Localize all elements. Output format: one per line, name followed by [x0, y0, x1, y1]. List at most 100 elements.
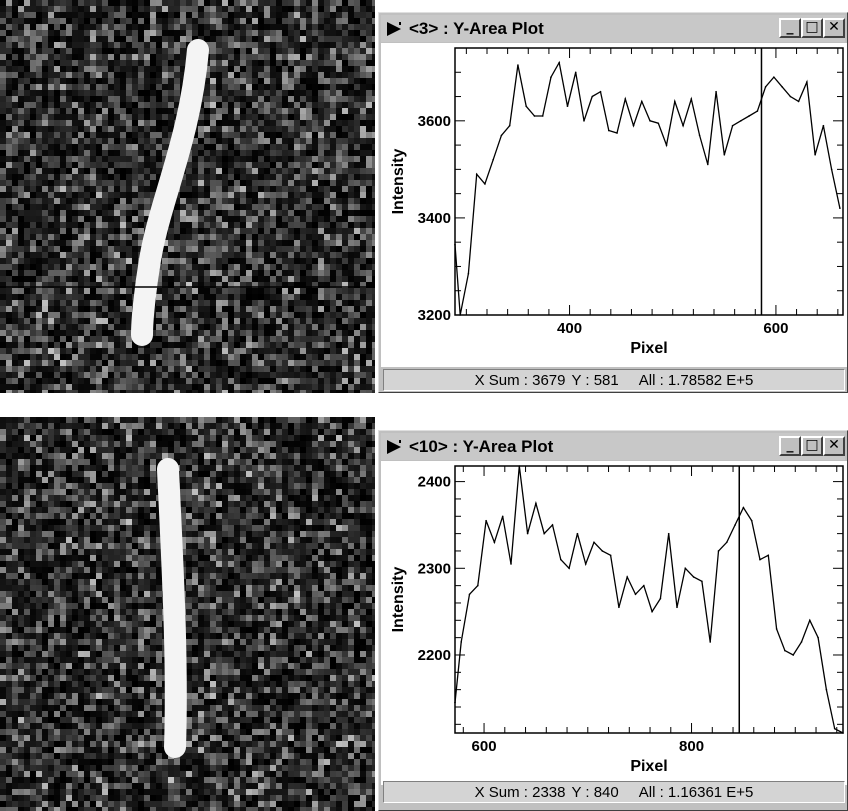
- data-point: [715, 90, 717, 93]
- minimize-button[interactable]: _: [779, 18, 801, 38]
- status-xsum: X Sum : 3679: [474, 371, 566, 389]
- data-point: [698, 134, 701, 137]
- data-point: [775, 628, 778, 630]
- data-point: [632, 124, 635, 127]
- data-point: [659, 597, 662, 600]
- data-point: [609, 554, 612, 557]
- data-point: [454, 701, 456, 704]
- intensity-line-chart[interactable]: 600 800 2200 2300 2400 Pixel Intensity: [381, 461, 847, 785]
- data-point: [709, 641, 712, 643]
- maximize-button[interactable]: □: [801, 436, 823, 456]
- data-point: [797, 100, 800, 103]
- data-point: [640, 100, 643, 103]
- data-point: [759, 558, 761, 561]
- data-point: [682, 124, 684, 127]
- data-point: [830, 168, 833, 171]
- data-point: [558, 61, 561, 64]
- intensity-series-line: [454, 60, 841, 316]
- data-point: [833, 727, 836, 730]
- status-xsum: X Sum : 2338: [474, 783, 566, 801]
- plot-area[interactable]: 400 600 3200 3400 3600 Pixel Intensity: [381, 43, 847, 367]
- data-point: [618, 606, 620, 609]
- data-point: [726, 541, 728, 544]
- x-axis-label: Pixel: [630, 340, 667, 357]
- data-point: [673, 100, 676, 103]
- data-point: [583, 120, 585, 122]
- data-point: [657, 122, 660, 125]
- plot-window-icon[interactable]: [383, 18, 405, 40]
- data-point: [526, 532, 529, 535]
- title-bar[interactable]: <10> : Y-Area Plot _ □ ✕: [381, 433, 845, 460]
- title-bar[interactable]: <3> : Y-Area Plot _ □ ✕: [381, 15, 845, 42]
- data-point: [839, 207, 841, 209]
- x-tick-label: 800: [679, 738, 704, 755]
- data-point: [593, 541, 595, 544]
- data-point: [767, 554, 770, 557]
- window-title: <10> : Y-Area Plot: [409, 436, 554, 456]
- data-point: [809, 619, 811, 622]
- data-point: [566, 105, 569, 108]
- data-point: [510, 563, 512, 565]
- intensity-image-top: [0, 0, 375, 393]
- status-all: All : 1.78582 E+5: [638, 371, 754, 389]
- data-point: [723, 154, 726, 156]
- y-tick-label: 3200: [418, 307, 451, 324]
- data-point: [676, 606, 678, 609]
- data-point: [508, 124, 511, 127]
- data-point: [550, 76, 552, 78]
- data-point: [584, 563, 587, 565]
- close-button[interactable]: ✕: [823, 18, 845, 38]
- data-point: [806, 81, 808, 83]
- x-tick-label: 600: [472, 738, 497, 755]
- bright-streak: [157, 458, 187, 758]
- x-tick-label: 400: [557, 320, 582, 337]
- y-tick-label: 3600: [418, 113, 451, 130]
- data-point: [568, 567, 570, 570]
- data-point: [535, 502, 537, 505]
- data-point: [525, 105, 528, 108]
- y-tick-label: 2300: [418, 560, 451, 577]
- data-point: [643, 584, 645, 587]
- data-point: [817, 636, 819, 639]
- data-point: [616, 132, 618, 134]
- status-bar: X Sum : 3679 Y : 581 All : 1.78582 E+5: [383, 369, 845, 391]
- data-point: [607, 129, 610, 132]
- minimize-button[interactable]: _: [779, 436, 801, 456]
- data-point: [468, 593, 471, 596]
- data-point: [591, 95, 594, 98]
- y-area-plot-window-top: <3> : Y-Area Plot _ □ ✕ 400 600 3200 3400 36…: [378, 12, 848, 393]
- data-point: [475, 173, 478, 176]
- data-point: [634, 593, 637, 596]
- data-point: [781, 86, 783, 88]
- data-point: [690, 98, 693, 100]
- y-axis-label: Intensity: [390, 567, 407, 633]
- data-point: [533, 115, 536, 117]
- data-point: [460, 641, 463, 643]
- data-point: [789, 95, 792, 98]
- y-tick-label: 3400: [418, 210, 451, 227]
- data-point: [651, 610, 653, 613]
- data-point: [731, 124, 734, 127]
- intensity-image-bottom: [0, 417, 375, 811]
- data-point: [477, 584, 479, 587]
- data-point: [541, 115, 544, 117]
- data-point: [649, 120, 651, 122]
- bright-streak: [131, 39, 209, 346]
- data-point: [543, 532, 546, 535]
- data-point: [748, 115, 750, 117]
- data-point: [459, 314, 461, 316]
- data-point: [665, 144, 668, 146]
- plot-window-icon[interactable]: [383, 436, 405, 458]
- close-button[interactable]: ✕: [823, 436, 845, 456]
- intensity-line-chart[interactable]: 400 600 3200 3400 3600 Pixel Intensity: [381, 43, 847, 367]
- data-point: [707, 163, 709, 166]
- plot-area[interactable]: 600 800 2200 2300 2400 Pixel Intensity: [381, 461, 847, 785]
- maximize-button[interactable]: □: [801, 18, 823, 38]
- data-point: [684, 567, 687, 570]
- plot-frame: [454, 465, 844, 734]
- data-point: [626, 576, 629, 578]
- data-point: [784, 649, 786, 652]
- data-point: [667, 532, 670, 535]
- status-all: All : 1.16361 E+5: [638, 783, 754, 801]
- intensity-series-line: [454, 465, 844, 734]
